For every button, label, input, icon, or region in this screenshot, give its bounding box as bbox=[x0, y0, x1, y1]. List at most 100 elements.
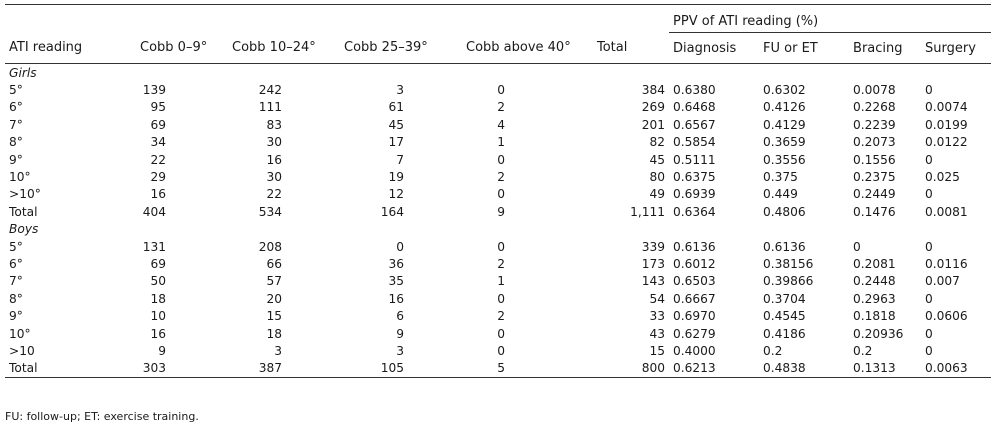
table-cell: 57 bbox=[266, 274, 282, 289]
row-label: 9° bbox=[9, 309, 23, 324]
table-cell: 173 bbox=[641, 256, 666, 271]
section-label: Girls bbox=[9, 65, 37, 80]
table-cell: 303 bbox=[136, 359, 228, 379]
table-cell: 9 bbox=[497, 204, 505, 219]
table-cell: 0.2963 bbox=[853, 291, 896, 306]
table-cell: 61 bbox=[388, 100, 404, 115]
group-header-row: PPV of ATI reading (%) bbox=[5, 4, 992, 33]
table-cell: 0.4129 bbox=[763, 117, 806, 132]
row-label: 9° bbox=[9, 152, 23, 167]
column-header: Surgery bbox=[921, 32, 992, 64]
table-cell: 0.449 bbox=[763, 187, 798, 202]
table-row: 5° 139 242 3 0 384 0.6380 0.6302 0.0078 0 bbox=[5, 81, 991, 98]
table-cell: 15 bbox=[266, 309, 282, 324]
table-row: 9° 10 15 6 2 33 0.6970 0.4545 0.1818 0.0606 bbox=[5, 307, 991, 324]
section-header-row: Girls bbox=[5, 64, 991, 82]
row-label: 7° bbox=[9, 274, 23, 289]
table-cell: 242 bbox=[258, 83, 282, 98]
table-cell: 0.6375 bbox=[673, 170, 716, 185]
table-cell: 0.4000 bbox=[673, 343, 716, 358]
table-cell: 69 bbox=[150, 117, 166, 132]
column-header: Cobb 0–9° bbox=[136, 32, 228, 64]
table-cell: 83 bbox=[266, 117, 282, 132]
table-cell: 269 bbox=[641, 100, 666, 115]
table-cell: 0 bbox=[497, 83, 505, 98]
section-header-row: Boys bbox=[5, 221, 991, 238]
table-cell: 6 bbox=[396, 309, 404, 324]
ppv-group-header: PPV of ATI reading (%) bbox=[669, 4, 992, 33]
table-row: 8° 34 30 17 1 82 0.5854 0.3659 0.2073 0.0122 bbox=[5, 134, 991, 151]
table-cell: 0.0063 bbox=[921, 359, 992, 379]
table-cell: 82 bbox=[649, 135, 666, 150]
table-cell: 0.0116 bbox=[925, 256, 968, 271]
table-cell: 9 bbox=[396, 326, 404, 341]
column-header: Cobb 25–39° bbox=[340, 32, 462, 64]
table-cell: 0 bbox=[497, 187, 505, 202]
table-cell: 35 bbox=[388, 274, 404, 289]
table-cell: 15 bbox=[649, 343, 666, 358]
table-row: 6° 95 111 61 2 269 0.6468 0.4126 0.2268 0.0074 bbox=[5, 99, 991, 116]
table-row: >10 9 3 3 0 15 0.4000 0.2 0.2 0 bbox=[5, 342, 991, 359]
table-row: 7° 69 83 45 4 201 0.6567 0.4129 0.2239 0.0199 bbox=[5, 116, 991, 133]
table-cell: 0.2268 bbox=[853, 100, 896, 115]
table-cell: 0 bbox=[925, 152, 933, 167]
table-cell: 19 bbox=[388, 170, 404, 185]
table-cell: 0.6667 bbox=[673, 291, 716, 306]
table-cell: 0.1818 bbox=[853, 309, 896, 324]
section-label: Boys bbox=[9, 222, 39, 237]
row-label: 7° bbox=[9, 117, 23, 132]
table-cell: 0.4806 bbox=[763, 204, 806, 219]
table-cell: 0.0074 bbox=[925, 100, 968, 115]
table-row: Total 404 534 164 9 1,111 0.6364 0.4806 0.1476 0.… bbox=[5, 203, 991, 220]
column-header: Cobb 10–24° bbox=[228, 32, 340, 64]
table-cell: 0.6136 bbox=[763, 239, 806, 254]
row-label: 5° bbox=[9, 83, 23, 98]
table-cell: 0.375 bbox=[763, 170, 798, 185]
table-cell: 0 bbox=[497, 326, 505, 341]
table-cell: 339 bbox=[641, 239, 666, 254]
table-row: 10° 29 30 19 2 80 0.6375 0.375 0.2375 0.025 bbox=[5, 168, 991, 185]
table-cell: 34 bbox=[150, 135, 166, 150]
table-cell: 164 bbox=[380, 204, 404, 219]
row-label: 10° bbox=[9, 326, 31, 341]
table-cell: 36 bbox=[388, 256, 404, 271]
table-body: Girls 5° 139 242 3 0 384 0.6380 0.6302 0.0078 0 6° 9… bbox=[5, 64, 992, 379]
table-cell: 139 bbox=[142, 83, 166, 98]
table-cell: 0.3704 bbox=[763, 291, 806, 306]
table-row: 10° 16 18 9 0 43 0.6279 0.4186 0.20936 0 bbox=[5, 325, 991, 342]
table-cell: 105 bbox=[340, 359, 462, 379]
row-label: >10 bbox=[9, 343, 35, 358]
table-cell: 0.4838 bbox=[759, 359, 850, 379]
table-cell: 49 bbox=[649, 187, 666, 202]
table-cell: 800 bbox=[593, 359, 670, 379]
table-cell: 0.2449 bbox=[853, 187, 896, 202]
table-cell: 387 bbox=[228, 359, 340, 379]
table-cell: 0.6279 bbox=[673, 326, 716, 341]
table-cell: 0.4545 bbox=[763, 309, 806, 324]
table-cell: 0.5111 bbox=[673, 152, 716, 167]
table-row: 7° 50 57 35 1 143 0.6503 0.39866 0.2448 0.007 bbox=[5, 273, 991, 290]
table-cell: 3 bbox=[396, 343, 404, 358]
table-cell: 2 bbox=[497, 100, 505, 115]
table-row: >10° 16 22 12 0 49 0.6939 0.449 0.2449 0 bbox=[5, 186, 991, 203]
table-cell: 0.0081 bbox=[925, 204, 968, 219]
table-cell: 12 bbox=[388, 187, 404, 202]
column-header: FU or ET bbox=[759, 32, 850, 64]
table-cell: 16 bbox=[150, 326, 166, 341]
table-cell: 0.2 bbox=[763, 343, 783, 358]
table-cell: 0.38156 bbox=[763, 256, 814, 271]
table-cell: 22 bbox=[266, 187, 282, 202]
row-label: Total bbox=[5, 359, 136, 379]
table-cell: 0.6503 bbox=[673, 274, 716, 289]
table-cell: 0 bbox=[497, 343, 505, 358]
table-cell: 0.0078 bbox=[853, 83, 896, 98]
table-cell: 30 bbox=[266, 135, 282, 150]
table-cell: 18 bbox=[266, 326, 282, 341]
table-cell: 54 bbox=[649, 291, 666, 306]
table-cell: 0 bbox=[925, 326, 933, 341]
table-cell: 9 bbox=[158, 343, 166, 358]
table-cell: 2 bbox=[497, 170, 505, 185]
table-row: Total 303 387 105 5 800 0.6213 0.4838 0.1313 0.00… bbox=[5, 359, 992, 379]
table-cell: 208 bbox=[258, 239, 282, 254]
table-cell: 2 bbox=[497, 309, 505, 324]
